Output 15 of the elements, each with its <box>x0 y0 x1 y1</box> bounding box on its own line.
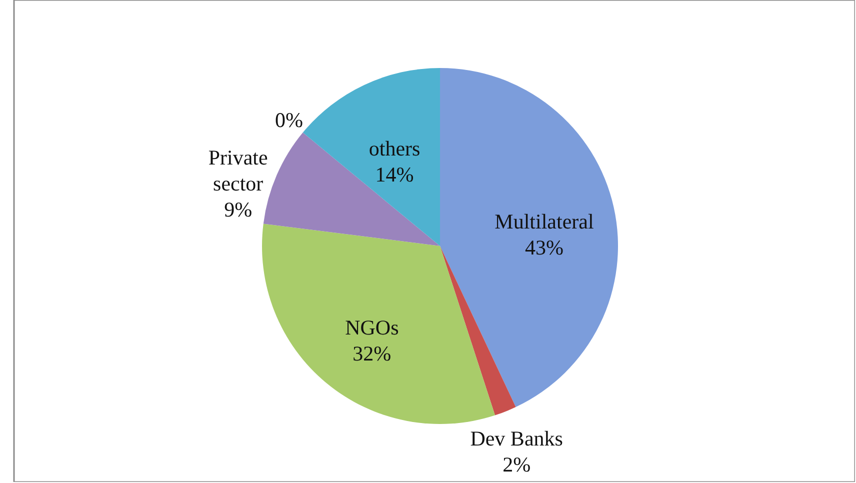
slice-label: Multilateral <box>494 210 594 234</box>
data-label: 43% <box>524 236 564 260</box>
slice-label: Dev Banks <box>470 426 563 450</box>
text: 0% <box>274 108 303 132</box>
data-label: 2% <box>502 452 531 476</box>
data-label: 9% <box>224 198 252 222</box>
pie-slice <box>302 68 440 246</box>
slice-label: others <box>368 136 420 160</box>
pie-slice <box>262 224 496 424</box>
slice-label: NGOs <box>345 315 399 340</box>
slice-label: Private sector <box>208 146 268 196</box>
data-label: 14% <box>375 162 414 186</box>
data-label: 32% <box>352 341 392 366</box>
pie-slice <box>440 68 618 408</box>
pie-slice <box>440 246 516 416</box>
